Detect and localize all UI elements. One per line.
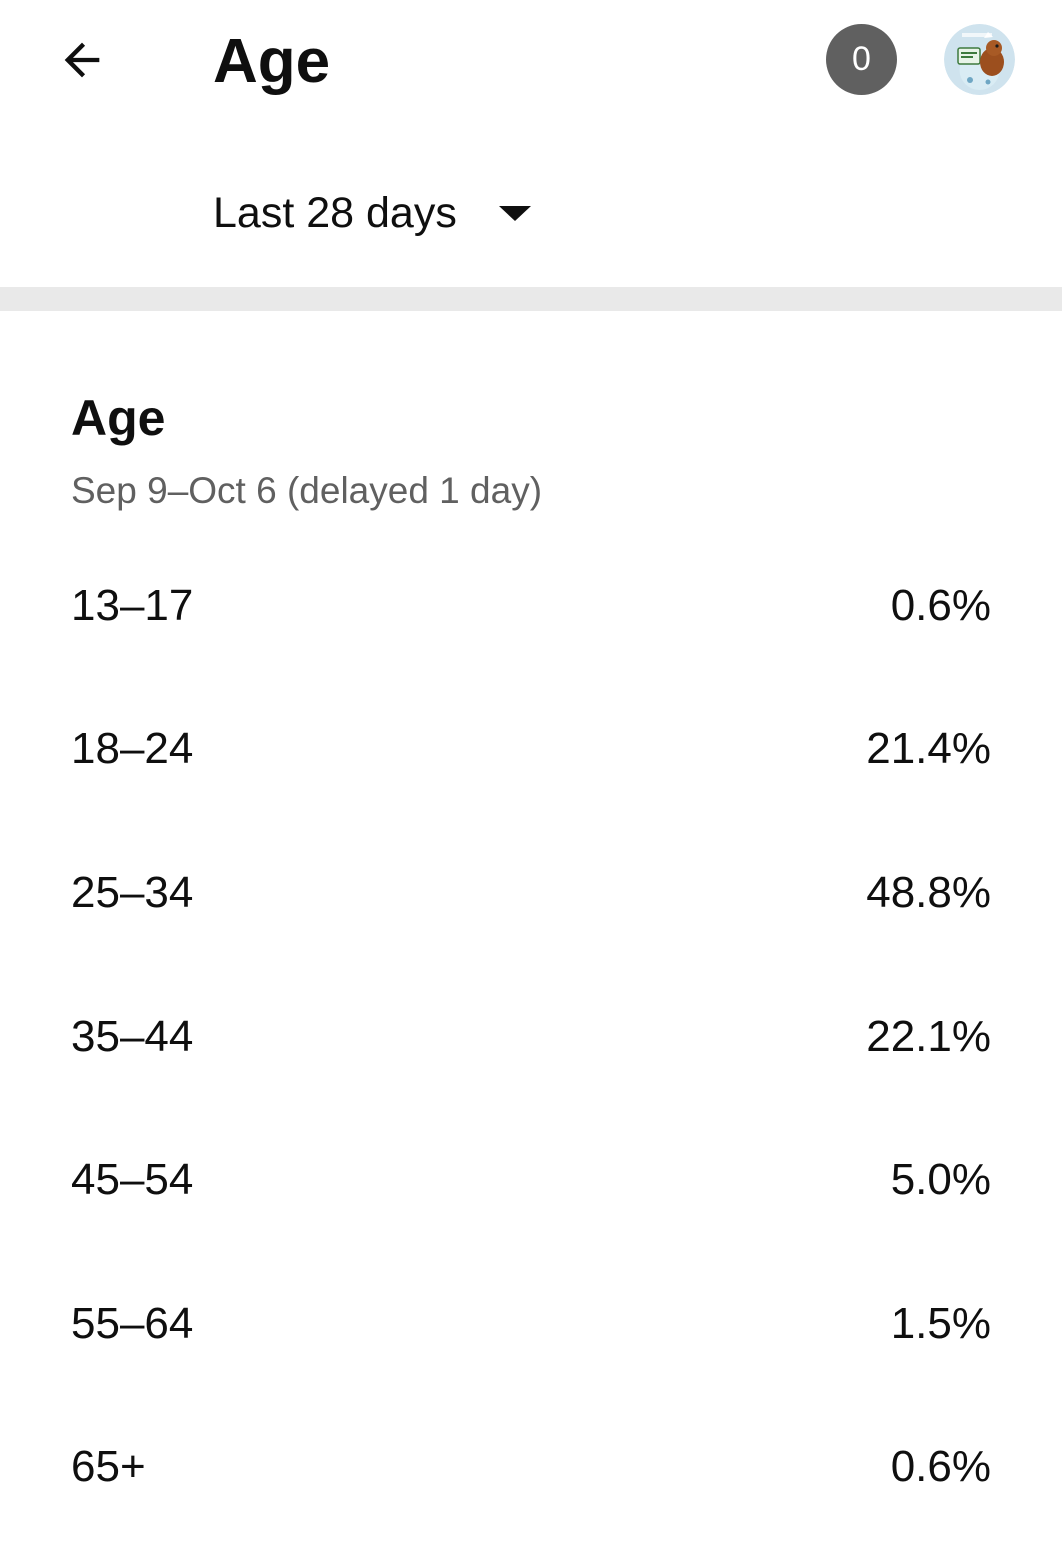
age-range-label: 25–34 xyxy=(71,867,194,917)
age-row: 35–44 22.1% xyxy=(71,965,991,1109)
age-range-label: 13–17 xyxy=(71,580,194,630)
age-percent-value: 48.8% xyxy=(866,867,991,917)
age-range-label: 65+ xyxy=(71,1442,146,1492)
age-range-label: 45–54 xyxy=(71,1155,194,1205)
age-row: 55–64 1.5% xyxy=(71,1252,991,1396)
back-button[interactable] xyxy=(40,18,124,102)
age-row: 65+ 0.6% xyxy=(71,1396,991,1540)
app-bar: Age 0 xyxy=(0,0,1062,130)
notification-count: 0 xyxy=(852,40,871,78)
avatar-image xyxy=(944,24,1015,95)
age-percent-value: 21.4% xyxy=(866,724,991,774)
age-row: 45–54 5.0% xyxy=(71,1108,991,1252)
age-percent-value: 22.1% xyxy=(866,1011,991,1061)
date-range-subtitle: Sep 9–Oct 6 (delayed 1 day) xyxy=(71,470,543,511)
page-title: Age xyxy=(213,27,331,96)
notification-count-button[interactable]: 0 xyxy=(826,24,897,95)
arrow-back-icon xyxy=(64,42,100,78)
age-row: 25–34 48.8% xyxy=(71,821,991,965)
age-percent-value: 5.0% xyxy=(890,1155,991,1205)
age-range-label: 35–44 xyxy=(71,1011,194,1061)
section-title: Age xyxy=(71,390,166,446)
age-range-label: 18–24 xyxy=(71,724,194,774)
section-divider xyxy=(0,287,1062,311)
age-list: 13–17 0.6% 18–24 21.4% 25–34 48.8% 35–44… xyxy=(71,534,991,1539)
period-label: Last 28 days xyxy=(213,188,457,237)
age-percent-value: 1.5% xyxy=(890,1298,991,1348)
age-percent-value: 0.6% xyxy=(890,580,991,630)
caret-down-icon xyxy=(498,205,531,221)
age-percent-value: 0.6% xyxy=(890,1442,991,1492)
period-dropdown[interactable]: Last 28 days xyxy=(213,180,531,246)
age-row: 18–24 21.4% xyxy=(71,678,991,822)
account-avatar[interactable] xyxy=(944,24,1015,95)
age-range-label: 55–64 xyxy=(71,1298,194,1348)
age-row: 13–17 0.6% xyxy=(71,534,991,678)
